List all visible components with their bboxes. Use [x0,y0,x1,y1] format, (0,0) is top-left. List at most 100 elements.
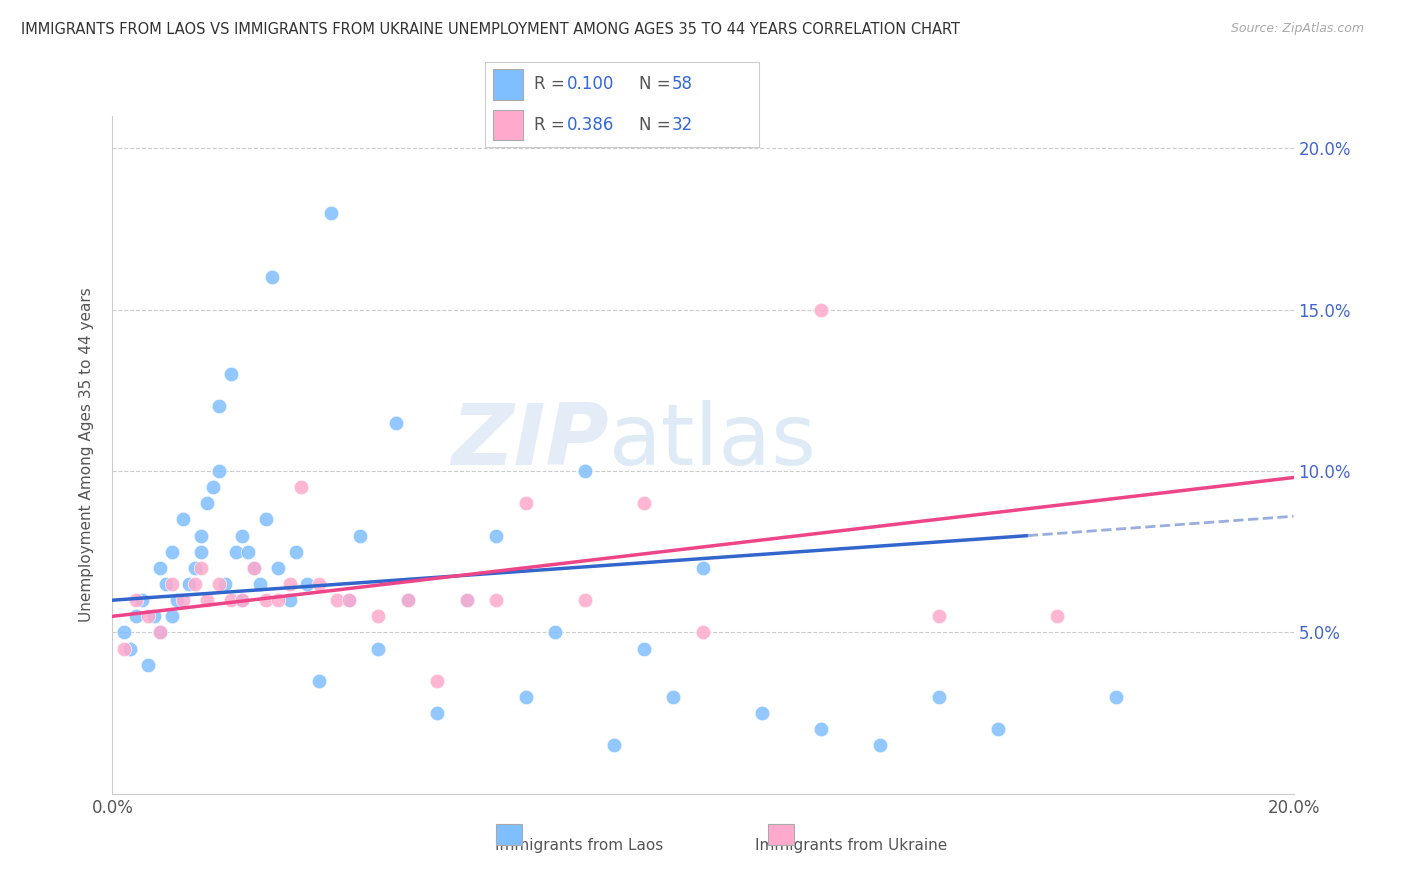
Point [125,609,148,624]
Point [238,545,260,559]
Text: R =: R = [534,116,571,134]
Point [284,545,307,559]
Point [160,577,183,591]
Point [297,577,319,591]
Text: Source: ZipAtlas.com: Source: ZipAtlas.com [1230,22,1364,36]
Point [195,496,218,510]
Point [810,302,832,317]
Point [195,593,218,607]
Point [190,545,212,559]
Point [190,528,212,542]
Point [267,561,290,575]
Point [396,593,419,607]
Text: 0.100: 0.100 [567,76,614,94]
Point [243,561,266,575]
Point [131,593,153,607]
Point [160,545,183,559]
Point [120,641,142,656]
FancyBboxPatch shape [494,70,523,100]
Point [367,641,389,656]
Point [243,561,266,575]
Point [1105,690,1128,704]
Point [456,593,478,607]
Point [125,593,148,607]
Point [184,561,207,575]
Point [278,577,301,591]
Point [136,609,159,624]
Point [308,577,330,591]
Point [515,496,537,510]
Point [426,673,449,688]
Point [426,706,449,721]
Point [326,593,349,607]
Point [208,464,231,478]
Point [179,577,201,591]
Point [337,593,360,607]
Text: R =: R = [534,76,571,94]
Point [337,593,360,607]
Point [260,270,283,285]
Point [231,593,253,607]
Point [219,593,242,607]
Point [633,641,655,656]
Point [160,609,183,624]
Point [1046,609,1069,624]
Text: IMMIGRANTS FROM LAOS VS IMMIGRANTS FROM UKRAINE UNEMPLOYMENT AMONG AGES 35 TO 44: IMMIGRANTS FROM LAOS VS IMMIGRANTS FROM … [21,22,960,37]
Point [692,561,714,575]
Point [166,593,188,607]
Point [184,577,207,591]
Point [142,609,165,624]
Point [149,625,172,640]
Point [456,593,478,607]
Point [603,739,626,753]
Point [225,545,247,559]
Point [485,593,508,607]
Point [267,593,290,607]
FancyBboxPatch shape [494,110,523,140]
Point [155,577,177,591]
Point [349,528,371,542]
Text: Immigrants from Ukraine: Immigrants from Ukraine [755,838,946,853]
Text: ZIP: ZIP [451,400,609,483]
Point [254,512,277,526]
Point [987,723,1010,737]
Point [208,577,231,591]
Text: atlas: atlas [609,400,817,483]
Point [485,528,508,542]
Point [231,593,253,607]
Point [112,625,135,640]
Point [249,577,271,591]
Point [544,625,567,640]
Point [290,480,312,494]
Point [367,609,389,624]
Point [172,512,194,526]
Point [172,593,194,607]
Y-axis label: Unemployment Among Ages 35 to 44 years: Unemployment Among Ages 35 to 44 years [79,287,94,623]
Point [928,609,950,624]
Point [112,641,135,656]
Point [190,561,212,575]
Point [149,625,172,640]
Point [278,593,301,607]
Point [810,723,832,737]
Text: 32: 32 [672,116,693,134]
Point [574,464,596,478]
Point [662,690,685,704]
Text: 0.386: 0.386 [567,116,614,134]
Bar [496,824,522,845]
Text: N =: N = [638,76,675,94]
Point [928,690,950,704]
Point [208,400,231,414]
Point [231,528,253,542]
Point [201,480,224,494]
Point [219,368,242,382]
Text: Immigrants from Laos: Immigrants from Laos [495,838,664,853]
Point [396,593,419,607]
Bar [768,824,794,845]
Point [385,416,408,430]
Point [308,673,330,688]
Point [751,706,773,721]
Text: N =: N = [638,116,675,134]
Text: 58: 58 [672,76,693,94]
Point [633,496,655,510]
